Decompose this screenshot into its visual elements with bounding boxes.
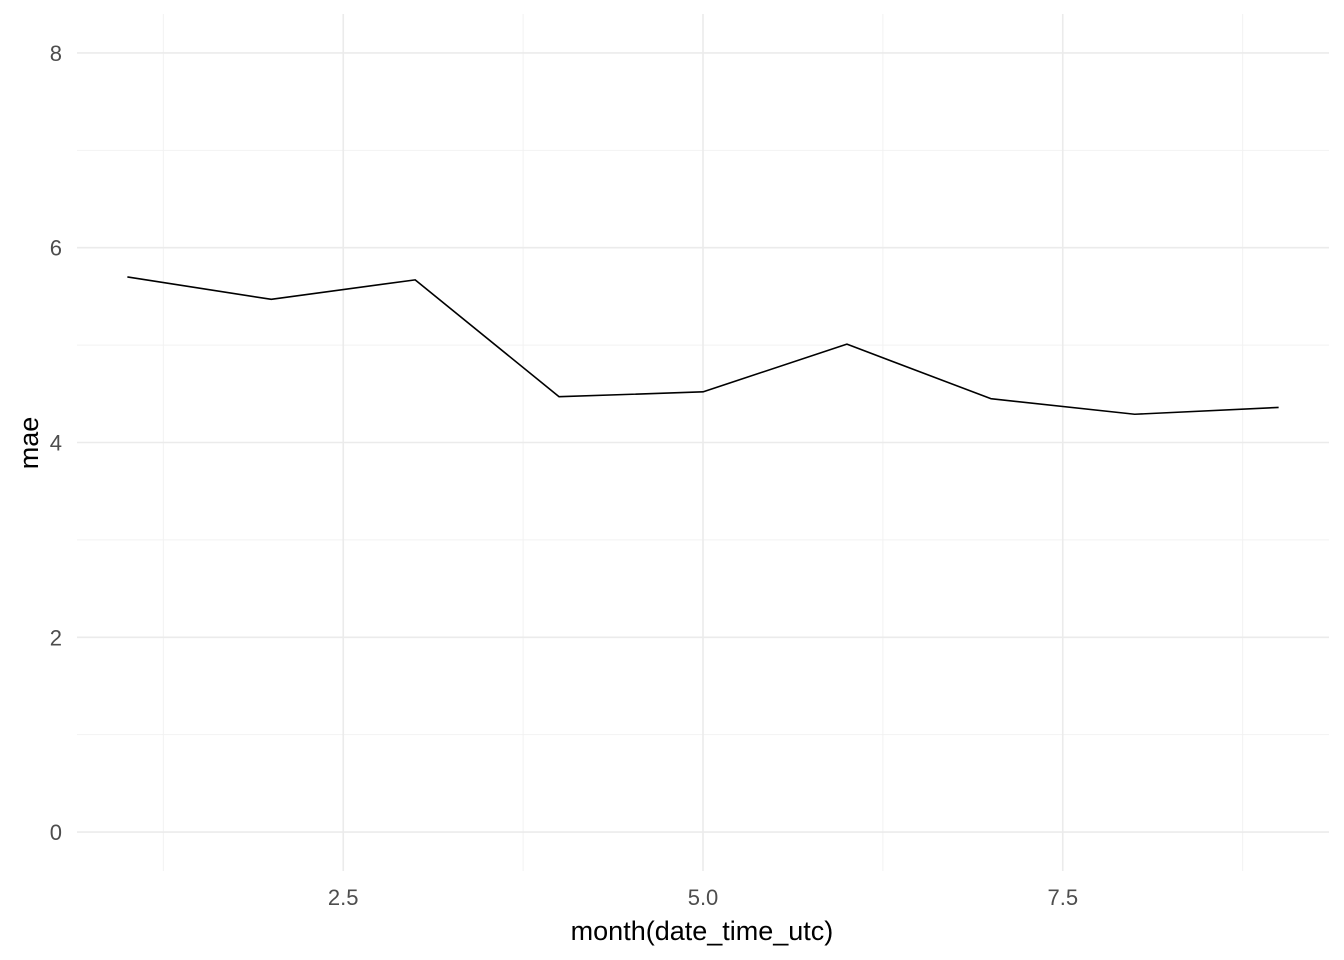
y-tick-label: 4 [50, 431, 62, 456]
major-gridlines [77, 14, 1329, 871]
x-axis-tick-labels: 2.5 5.0 7.5 [328, 885, 1078, 910]
x-tick-label: 7.5 [1047, 885, 1078, 910]
x-tick-label: 5.0 [688, 885, 719, 910]
y-tick-label: 8 [50, 41, 62, 66]
y-tick-label: 2 [50, 625, 62, 650]
y-tick-label: 0 [50, 820, 62, 845]
x-axis-title: month(date_time_utc) [571, 916, 834, 946]
series-line [127, 276, 1279, 416]
y-axis-title: mae [14, 417, 44, 470]
y-tick-label: 6 [50, 236, 62, 261]
x-tick-label: 2.5 [328, 885, 359, 910]
series-layer [127, 276, 1279, 416]
y-axis-tick-labels: 0 2 4 6 8 [50, 41, 62, 845]
